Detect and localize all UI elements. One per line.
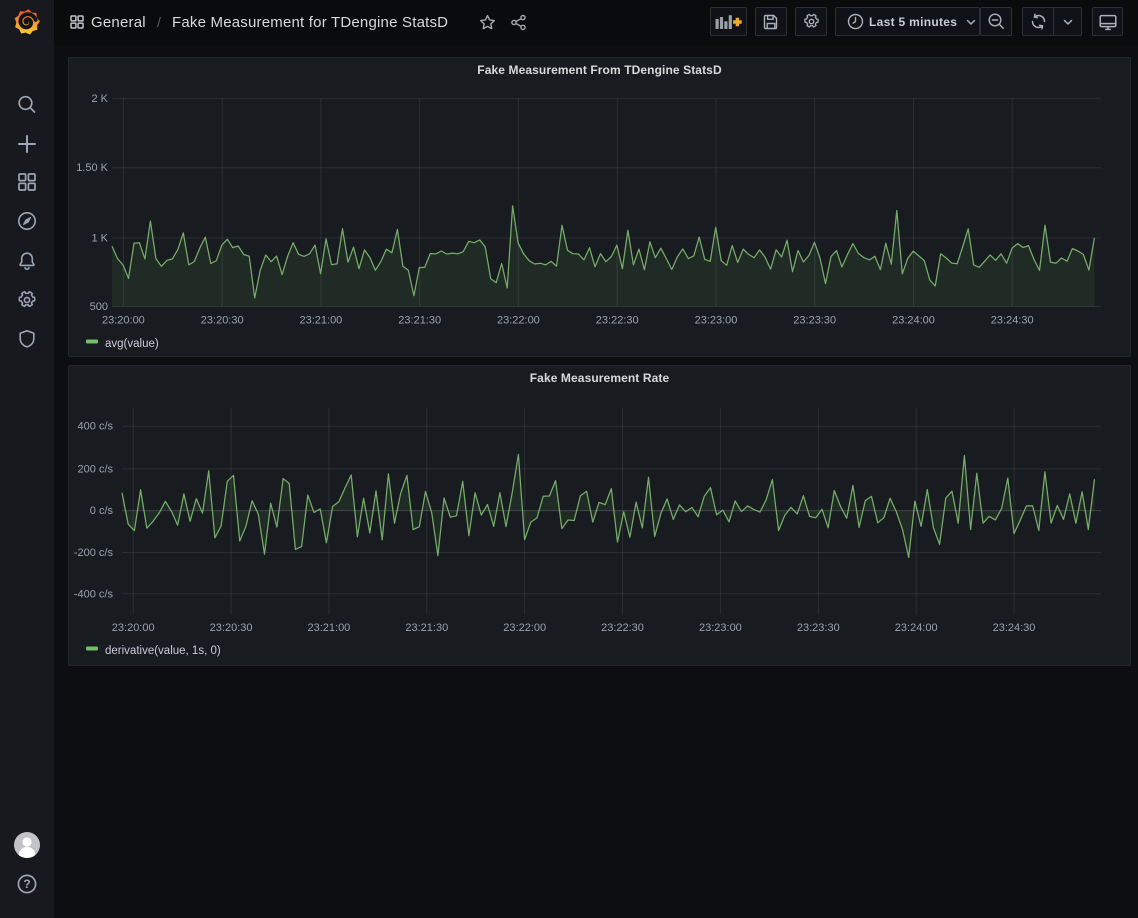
svg-text:23:23:30: 23:23:30 [793, 315, 836, 327]
svg-text:23:23:00: 23:23:00 [699, 622, 742, 634]
svg-text:23:24:00: 23:24:00 [892, 315, 935, 327]
svg-text:avg(value): avg(value) [105, 338, 159, 350]
svg-text:1.50 K: 1.50 K [76, 162, 108, 174]
svg-text:23:21:30: 23:21:30 [398, 315, 441, 327]
svg-text:23:24:30: 23:24:30 [993, 622, 1036, 634]
svg-text:400 c/s: 400 c/s [78, 421, 114, 433]
svg-text:2 K: 2 K [91, 93, 108, 105]
svg-text:500: 500 [90, 301, 108, 313]
svg-text:23:20:30: 23:20:30 [210, 622, 253, 634]
svg-text:23:21:30: 23:21:30 [405, 622, 448, 634]
svg-text:23:24:30: 23:24:30 [991, 315, 1034, 327]
svg-text:?: ? [23, 877, 30, 891]
svg-text:23:21:00: 23:21:00 [299, 315, 342, 327]
svg-text:23:24:00: 23:24:00 [895, 622, 938, 634]
svg-text:23:22:30: 23:22:30 [601, 622, 644, 634]
svg-text:0 c/s: 0 c/s [90, 505, 114, 517]
svg-text:23:23:30: 23:23:30 [797, 622, 840, 634]
svg-text:200 c/s: 200 c/s [78, 463, 114, 475]
svg-text:1 K: 1 K [91, 232, 108, 244]
svg-text:23:20:00: 23:20:00 [112, 622, 155, 634]
svg-text:23:20:30: 23:20:30 [201, 315, 244, 327]
svg-text:23:20:00: 23:20:00 [102, 315, 145, 327]
svg-text:23:21:00: 23:21:00 [307, 622, 350, 634]
svg-text:23:22:00: 23:22:00 [497, 315, 540, 327]
svg-text:-200 c/s: -200 c/s [74, 547, 114, 559]
svg-text:derivative(value, 1s, 0): derivative(value, 1s, 0) [105, 645, 221, 657]
svg-text:23:22:00: 23:22:00 [503, 622, 546, 634]
svg-text:-400 c/s: -400 c/s [74, 588, 114, 600]
svg-text:23:23:00: 23:23:00 [695, 315, 738, 327]
svg-text:23:22:30: 23:22:30 [596, 315, 639, 327]
